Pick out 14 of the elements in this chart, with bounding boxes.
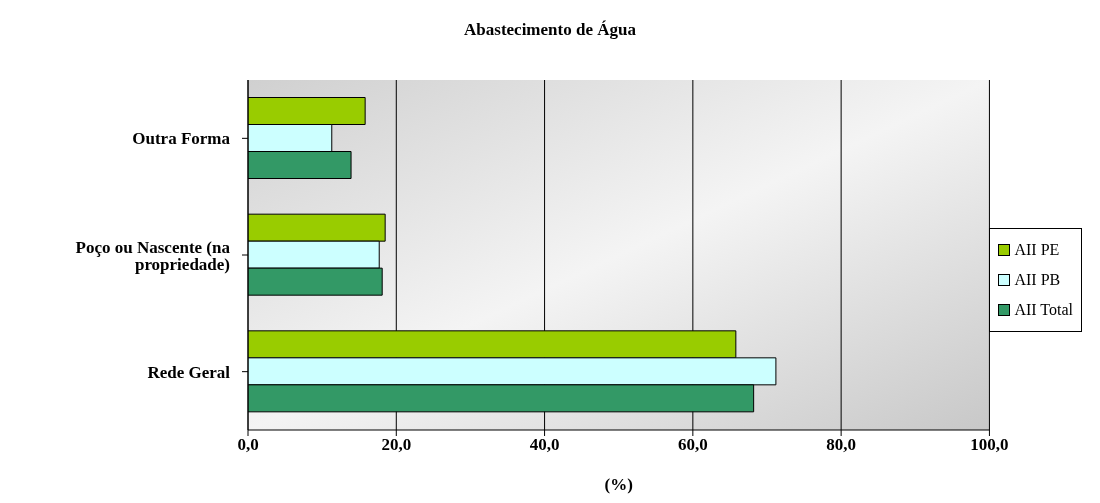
x-tick-label: 80,0 [826,435,857,455]
x-tick-label: 60,0 [677,435,708,455]
x-tick-label: 0,0 [237,435,259,455]
y-tick-label: Rede Geral [147,362,231,382]
x-tick-label: 20,0 [381,435,412,455]
chart-title: Abastecimento de Água [463,19,637,41]
y-tick-label: Poço ou Nascente (na propriedade) [75,237,231,274]
x-tick-label: 100,0 [970,435,1009,455]
x-tick-label: 40,0 [529,435,560,455]
legend-label: AII PB [1014,270,1061,290]
y-tick-label: Outra Forma [132,129,231,149]
x-axis-title: (%) [604,475,633,494]
legend-label: AII Total [1014,300,1073,320]
legend-label: AII PE [1014,240,1060,260]
